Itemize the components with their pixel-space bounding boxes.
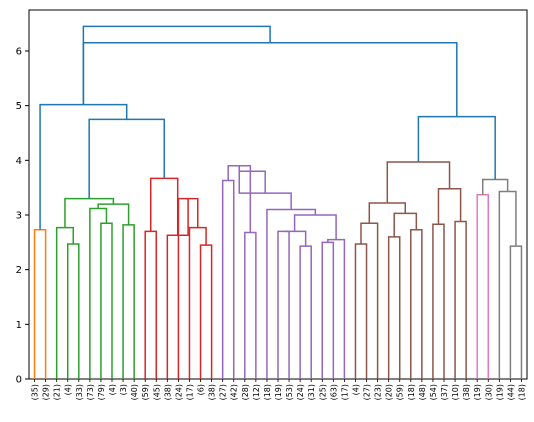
- leaf-label-32: (20): [385, 384, 394, 400]
- leaf-label-16: (38): [208, 384, 217, 400]
- merge-link-9: [199, 244, 213, 379]
- merge-link-39: [498, 190, 517, 379]
- merge-link-25: [238, 165, 266, 194]
- leaf-label-2: (21): [53, 384, 62, 400]
- leaf-label-31: (23): [374, 384, 383, 400]
- y-tick-label-2: 2: [16, 265, 22, 276]
- y-tick-label-3: 3: [16, 211, 22, 222]
- merge-link-44: [82, 25, 271, 105]
- leaf-label-38: (10): [451, 384, 460, 400]
- leaf-label-40: (19): [473, 384, 482, 400]
- leaf-label-22: (19): [274, 384, 283, 400]
- leaf-label-42: (19): [495, 384, 504, 400]
- leaf-label-15: (6): [197, 384, 206, 395]
- merge-link-43: [82, 42, 458, 117]
- merge-link-6: [97, 203, 130, 225]
- merge-link-3: [100, 222, 113, 379]
- y-axis: 0 1 2 3 4 5 6: [16, 47, 29, 386]
- leaf-label-34: (18): [407, 384, 416, 400]
- merge-link-2: [55, 226, 75, 379]
- leaf-label-27: (63): [329, 384, 338, 400]
- y-tick-label-0: 0: [16, 375, 22, 386]
- leaf-label-14: (17): [185, 384, 194, 400]
- merge-link-18: [299, 245, 312, 379]
- leaf-label-17: (27): [219, 384, 228, 400]
- leaf-label-18: (42): [230, 384, 239, 400]
- leaf-label-19: (28): [241, 384, 250, 400]
- y-tick-label-6: 6: [16, 47, 22, 58]
- leaf-label-37: (37): [440, 384, 449, 400]
- leaf-label-7: (4): [108, 384, 117, 395]
- merge-link-17: [277, 230, 290, 379]
- leaf-label-39: (38): [462, 384, 471, 400]
- leaf-label-35: (48): [418, 384, 427, 400]
- leaf-label-23: (53): [285, 384, 294, 400]
- merge-link-34: [454, 220, 467, 379]
- merge-link-20: [321, 241, 335, 379]
- merge-link-27: [354, 243, 368, 379]
- merge-link-26: [88, 118, 165, 199]
- merge-link-21: [327, 238, 346, 379]
- merge-link-22: [293, 214, 337, 240]
- merge-link-29: [387, 236, 401, 379]
- leaf-label-0: (35): [31, 384, 40, 400]
- leaf-label-3: (4): [64, 384, 73, 395]
- leaf-label-24: (24): [296, 384, 305, 400]
- merge-link-15: [244, 231, 257, 379]
- merge-link-36: [386, 161, 451, 203]
- leaf-label-41: (30): [484, 384, 493, 400]
- x-axis: (35) (29) (21) (4) (33) (73) (79) (4) (3) (40) (59…: [31, 379, 526, 400]
- y-tick-label-5: 5: [16, 101, 22, 112]
- merge-link-12: [166, 198, 189, 379]
- merge-link-14: [221, 179, 235, 379]
- leaf-label-11: (45): [152, 384, 161, 400]
- merge-link-19: [283, 230, 307, 247]
- leaf-label-8: (3): [119, 384, 128, 395]
- leaf-label-13: (24): [174, 384, 183, 400]
- leaf-label-26: (25): [318, 384, 327, 400]
- leaf-label-28: (17): [340, 384, 349, 400]
- leaf-label-25: (31): [307, 384, 316, 400]
- merge-link-13: [149, 177, 179, 236]
- merge-link-37: [476, 194, 490, 379]
- leaf-label-4: (33): [75, 384, 84, 400]
- leaf-label-44: (18): [517, 384, 526, 400]
- leaf-label-6: (79): [97, 384, 106, 400]
- merge-link-10: [188, 226, 207, 379]
- merge-link-41: [417, 115, 496, 180]
- merge-link-33: [432, 223, 445, 379]
- leaf-label-21: (18): [263, 384, 272, 400]
- leaf-label-36: (54): [429, 384, 438, 400]
- y-tick-label-4: 4: [16, 156, 22, 167]
- leaf-label-20: (12): [252, 384, 261, 400]
- merge-link-8: [144, 230, 158, 379]
- leaf-label-1: (29): [42, 384, 51, 400]
- leaf-label-33: (59): [396, 384, 405, 400]
- merge-link-23: [266, 208, 317, 379]
- merge-link-30: [410, 229, 423, 379]
- dendrogram-links: [33, 25, 523, 379]
- merge-link-31: [393, 212, 418, 237]
- leaf-label-30: (27): [363, 384, 372, 400]
- merge-link-35: [437, 188, 462, 225]
- leaf-label-29: (4): [351, 384, 360, 395]
- leaf-label-43: (44): [506, 384, 515, 400]
- leaf-label-10: (59): [141, 384, 150, 400]
- leaf-label-5: (73): [86, 384, 95, 400]
- leaf-label-9: (40): [130, 384, 139, 400]
- merge-link-0: [33, 229, 47, 379]
- merge-link-38: [509, 245, 523, 379]
- merge-link-40: [481, 178, 509, 195]
- merge-link-4: [89, 207, 108, 379]
- merge-link-1: [66, 243, 80, 379]
- merge-link-42: [39, 103, 128, 230]
- leaf-label-12: (38): [163, 384, 172, 400]
- merge-link-28: [360, 222, 379, 379]
- merge-link-5: [122, 224, 135, 379]
- y-tick-label-1: 1: [16, 320, 22, 331]
